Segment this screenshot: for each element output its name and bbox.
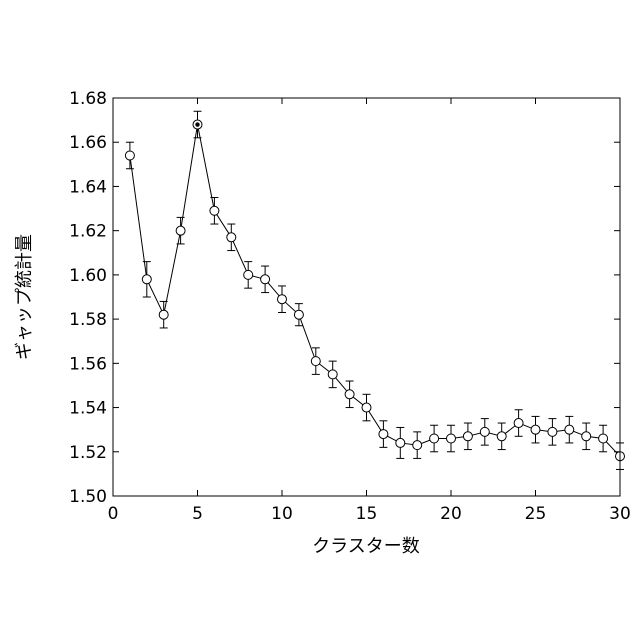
data-point	[396, 438, 405, 447]
data-point	[430, 434, 439, 443]
y-tick-label: 1.64	[69, 177, 107, 197]
data-point	[328, 370, 337, 379]
y-tick-label: 1.56	[69, 354, 107, 374]
data-point	[480, 427, 489, 436]
x-axis-label: クラスター数	[312, 536, 420, 557]
data-point	[565, 425, 574, 434]
x-tick-label: 25	[525, 504, 547, 524]
x-tick-label: 30	[609, 504, 631, 524]
x-tick-label: 15	[356, 504, 378, 524]
data-point	[447, 434, 456, 443]
x-tick-label: 20	[440, 504, 462, 524]
data-point	[413, 441, 422, 450]
data-point	[531, 425, 540, 434]
data-point	[142, 275, 151, 284]
y-tick-label: 1.50	[69, 487, 107, 507]
data-point	[125, 151, 134, 160]
x-tick-label: 10	[271, 504, 293, 524]
data-point	[311, 357, 320, 366]
data-point	[514, 419, 523, 428]
data-point	[582, 432, 591, 441]
y-axis-label: ギャップ統計量	[14, 234, 35, 360]
data-point	[379, 430, 388, 439]
data-point	[210, 206, 219, 215]
y-tick-label: 1.54	[69, 399, 107, 419]
optimal-point-dot	[195, 122, 199, 126]
data-point	[497, 432, 506, 441]
data-point	[159, 310, 168, 319]
data-point	[463, 432, 472, 441]
data-point	[345, 390, 354, 399]
y-tick-label: 1.68	[69, 89, 107, 109]
x-tick-label: 5	[192, 504, 203, 524]
data-point	[278, 295, 287, 304]
data-point	[261, 275, 270, 284]
data-point	[244, 270, 253, 279]
data-point	[176, 226, 185, 235]
y-tick-label: 1.60	[69, 266, 107, 286]
x-tick-label: 0	[108, 504, 119, 524]
data-point	[227, 233, 236, 242]
y-tick-label: 1.66	[69, 133, 107, 153]
data-point	[548, 427, 557, 436]
y-tick-label: 1.52	[69, 443, 107, 463]
data-point	[599, 434, 608, 443]
y-tick-label: 1.58	[69, 310, 107, 330]
y-tick-label: 1.62	[69, 222, 107, 242]
data-point	[294, 310, 303, 319]
data-point	[362, 403, 371, 412]
